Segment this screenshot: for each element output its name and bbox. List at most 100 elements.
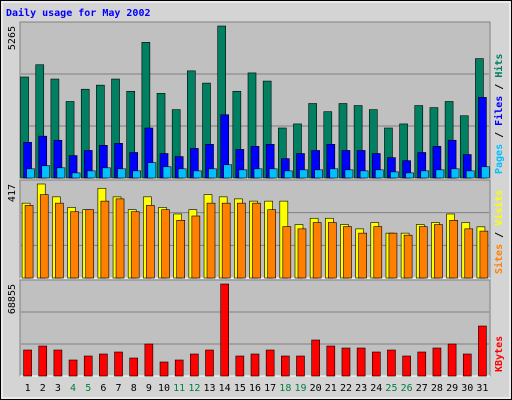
- bar: [358, 232, 367, 279]
- x-tick-label: 19: [294, 383, 306, 394]
- bar: [435, 169, 445, 179]
- bar: [238, 169, 248, 179]
- x-tick-label: 9: [146, 383, 152, 394]
- legend: Pages / Files / Hits: [493, 54, 505, 174]
- bar: [265, 349, 275, 377]
- bar: [478, 97, 487, 179]
- bar: [268, 168, 278, 179]
- bar: [159, 361, 169, 377]
- bar: [26, 168, 35, 179]
- bar: [281, 355, 290, 377]
- bar: [328, 222, 337, 279]
- legend-separator: /: [494, 126, 505, 144]
- bar: [191, 215, 201, 279]
- x-tick-label: 4: [70, 383, 76, 394]
- y-tick-label: 417: [7, 184, 18, 202]
- bar: [39, 194, 49, 279]
- x-tick-label: 29: [446, 383, 458, 394]
- bar: [449, 219, 458, 279]
- bar: [41, 165, 51, 179]
- bar: [115, 198, 125, 279]
- bar: [190, 353, 199, 377]
- x-tick-label: 25: [385, 383, 397, 394]
- bar: [252, 202, 261, 279]
- bar: [371, 351, 381, 377]
- bar: [250, 353, 260, 377]
- chart-title: Daily usage for May 2002: [6, 7, 151, 19]
- legend-entry: KBytes: [494, 336, 505, 372]
- legend-entry: Visits: [493, 190, 505, 226]
- x-tick-label: 11: [173, 383, 185, 394]
- bar: [68, 359, 78, 377]
- bar: [144, 343, 154, 377]
- bar: [24, 205, 34, 279]
- x-tick-label: 8: [131, 383, 137, 394]
- legend: Sites / Visits: [493, 190, 505, 274]
- bar: [206, 202, 216, 279]
- x-tick-label: 2: [40, 383, 46, 394]
- bar: [147, 162, 157, 179]
- legend-entry: Files: [493, 96, 505, 126]
- bar: [117, 168, 126, 179]
- x-tick-label: 3: [55, 383, 61, 394]
- bar: [38, 345, 48, 377]
- bar: [405, 172, 414, 179]
- y-tick-label: 68855: [7, 284, 18, 314]
- x-tick-label: 12: [188, 383, 200, 394]
- legend-separator: /: [494, 226, 505, 244]
- bar: [102, 167, 111, 179]
- bar: [267, 209, 276, 279]
- bar: [220, 283, 229, 377]
- bar: [193, 170, 202, 179]
- bar: [388, 232, 398, 279]
- bar: [235, 355, 245, 377]
- x-tick-label: 20: [310, 383, 322, 394]
- bar: [312, 222, 322, 279]
- bar: [205, 349, 214, 377]
- bar: [432, 347, 442, 377]
- bar: [314, 169, 323, 179]
- bar: [86, 170, 96, 179]
- bar: [253, 168, 263, 179]
- bar: [132, 170, 142, 179]
- bar: [99, 353, 108, 377]
- bar: [478, 325, 487, 377]
- legend: KBytes: [494, 336, 505, 372]
- x-tick-label: 15: [234, 383, 246, 394]
- bar: [481, 166, 490, 179]
- bar: [450, 168, 460, 179]
- bar: [174, 359, 184, 377]
- bar: [356, 347, 366, 377]
- bar: [282, 226, 292, 279]
- bar: [341, 347, 351, 377]
- x-tick-label: 21: [325, 383, 337, 394]
- bar: [465, 170, 475, 179]
- bar: [329, 168, 339, 179]
- bar: [161, 209, 170, 279]
- bar: [70, 211, 79, 279]
- legend-entry: Sites: [493, 244, 505, 274]
- bar: [462, 353, 472, 377]
- bar: [237, 202, 246, 279]
- bar: [100, 200, 110, 279]
- x-tick-label: 16: [249, 383, 261, 394]
- bar: [297, 228, 307, 279]
- bar: [373, 226, 383, 279]
- bar: [221, 202, 231, 279]
- x-tick-label: 14: [219, 383, 231, 394]
- legend-separator: /: [494, 78, 505, 96]
- bar: [311, 339, 320, 377]
- bar: [374, 169, 384, 179]
- bar: [447, 343, 457, 377]
- bar: [464, 228, 474, 279]
- x-tick-label: 1: [25, 383, 31, 394]
- bar: [420, 170, 430, 179]
- bar: [56, 167, 66, 179]
- bar: [434, 224, 443, 279]
- bar: [359, 170, 369, 179]
- bar: [177, 168, 187, 179]
- bar: [208, 168, 217, 179]
- bar: [343, 226, 352, 279]
- x-tick-label: 31: [476, 383, 488, 394]
